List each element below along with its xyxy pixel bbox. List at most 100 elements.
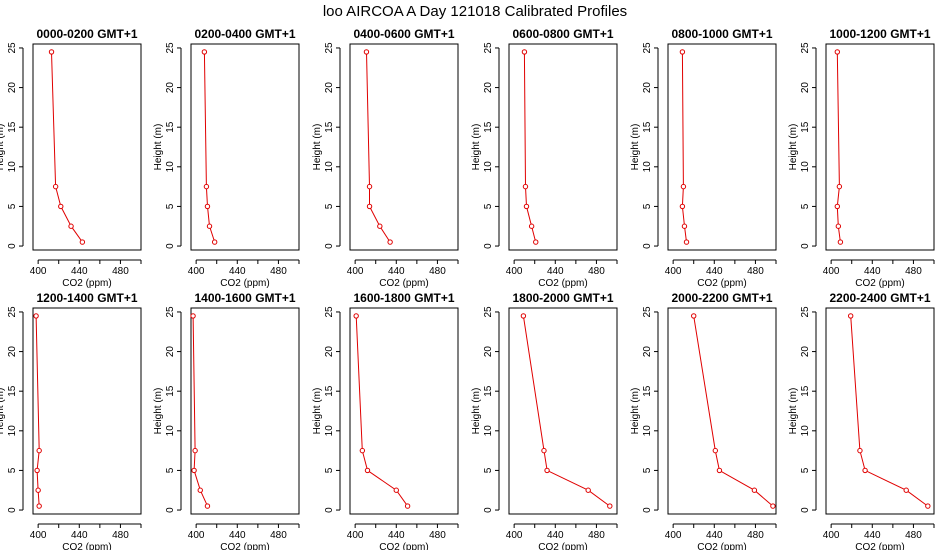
data-point — [203, 183, 210, 190]
y-tick-label: 15 — [7, 121, 18, 133]
y-tick-label: 0 — [483, 243, 494, 249]
profile-line — [693, 315, 774, 507]
y-axis-title: Height (m) — [471, 388, 482, 435]
profile-line — [203, 51, 216, 243]
plot-frame — [667, 307, 777, 515]
panel-title: 0600-0800 GMT+1 — [512, 27, 613, 41]
x-tick-label: 440 — [388, 266, 405, 277]
y-tick-label: 25 — [483, 306, 494, 318]
y-tick-label: 20 — [324, 82, 335, 94]
data-point — [36, 447, 42, 454]
x-tick-label: 440 — [71, 266, 88, 277]
x-axis-title: CO2 (ppm) — [220, 278, 269, 289]
y-tick-label: 5 — [324, 467, 335, 473]
panel-title: 1400-1600 GMT+1 — [194, 291, 295, 305]
y-tick-label: 0 — [324, 243, 335, 249]
y-tick-label: 20 — [7, 82, 18, 94]
x-tick-label: 440 — [71, 530, 88, 541]
data-point — [363, 49, 370, 55]
x-tick-label: 480 — [747, 266, 764, 277]
panel-title: 1000-1200 GMT+1 — [829, 27, 930, 41]
x-tick-label: 400 — [30, 530, 47, 541]
x-tick-label: 480 — [905, 530, 922, 541]
panel-title: 2200-2400 GMT+1 — [829, 291, 930, 305]
data-point — [204, 503, 211, 509]
data-point — [36, 503, 42, 509]
profile-line — [51, 51, 83, 243]
x-tick-label: 400 — [823, 266, 840, 277]
profile-line — [366, 51, 391, 243]
data-point — [52, 183, 59, 190]
y-tick-label: 0 — [7, 243, 18, 249]
y-tick-label: 0 — [7, 507, 18, 513]
y-tick-label: 20 — [642, 346, 653, 358]
profile-line — [836, 51, 841, 243]
plot-frame — [32, 43, 142, 251]
x-axis-title: CO2 (ppm) — [855, 542, 904, 550]
x-axis-title: CO2 (ppm) — [697, 542, 746, 550]
y-tick-label: 25 — [800, 42, 811, 54]
y-tick-label: 5 — [7, 467, 18, 473]
x-tick-label: 480 — [270, 266, 287, 277]
x-tick-label: 440 — [864, 530, 881, 541]
y-tick-label: 15 — [324, 385, 335, 397]
data-point — [353, 313, 359, 319]
y-tick-label: 0 — [800, 243, 811, 249]
x-axis-title: CO2 (ppm) — [538, 278, 587, 289]
y-axis-title: Height (m) — [153, 388, 164, 435]
data-point — [34, 467, 40, 474]
plot-frame — [349, 307, 459, 515]
y-axis-title: Height (m) — [0, 124, 6, 171]
y-tick-label: 15 — [324, 121, 335, 133]
data-point — [404, 503, 411, 509]
data-point — [847, 313, 854, 319]
plot-frame — [190, 307, 300, 515]
data-point — [679, 203, 686, 210]
x-tick-label: 400 — [30, 266, 47, 277]
y-axis-title: Height (m) — [788, 388, 799, 435]
data-point — [79, 239, 86, 245]
profile-line — [35, 315, 40, 507]
data-point — [834, 49, 841, 55]
y-tick-label: 10 — [642, 425, 653, 437]
profile-line — [192, 315, 208, 507]
y-tick-label: 25 — [7, 306, 18, 318]
y-tick-label: 10 — [642, 161, 653, 173]
y-tick-label: 20 — [165, 346, 176, 358]
data-point — [48, 49, 55, 55]
data-point — [204, 203, 211, 210]
x-axis-title: CO2 (ppm) — [62, 278, 111, 289]
data-point — [691, 313, 697, 319]
x-tick-label: 480 — [429, 530, 446, 541]
x-tick-label: 400 — [823, 530, 840, 541]
panel-title: 0400-0600 GMT+1 — [353, 27, 454, 41]
y-tick-label: 0 — [165, 243, 176, 249]
y-tick-label: 20 — [800, 346, 811, 358]
x-tick-label: 400 — [506, 266, 523, 277]
x-tick-label: 480 — [429, 266, 446, 277]
panel-title: 2000-2200 GMT+1 — [671, 291, 772, 305]
x-tick-label: 440 — [229, 530, 246, 541]
x-axis-title: CO2 (ppm) — [855, 278, 904, 289]
x-tick-label: 440 — [229, 266, 246, 277]
y-tick-label: 15 — [483, 121, 494, 133]
data-point — [751, 487, 758, 493]
y-tick-label: 20 — [483, 82, 494, 94]
y-tick-label: 5 — [165, 203, 176, 209]
y-tick-label: 15 — [165, 385, 176, 397]
y-tick-label: 10 — [165, 161, 176, 173]
y-tick-label: 15 — [642, 385, 653, 397]
data-point — [835, 223, 842, 229]
x-tick-label: 480 — [112, 530, 129, 541]
y-tick-label: 25 — [642, 42, 653, 54]
profile-line — [522, 315, 611, 507]
y-tick-label: 25 — [7, 42, 18, 54]
data-point — [366, 183, 373, 190]
profile-line — [681, 51, 687, 243]
data-point — [206, 223, 213, 229]
data-point — [680, 183, 687, 190]
